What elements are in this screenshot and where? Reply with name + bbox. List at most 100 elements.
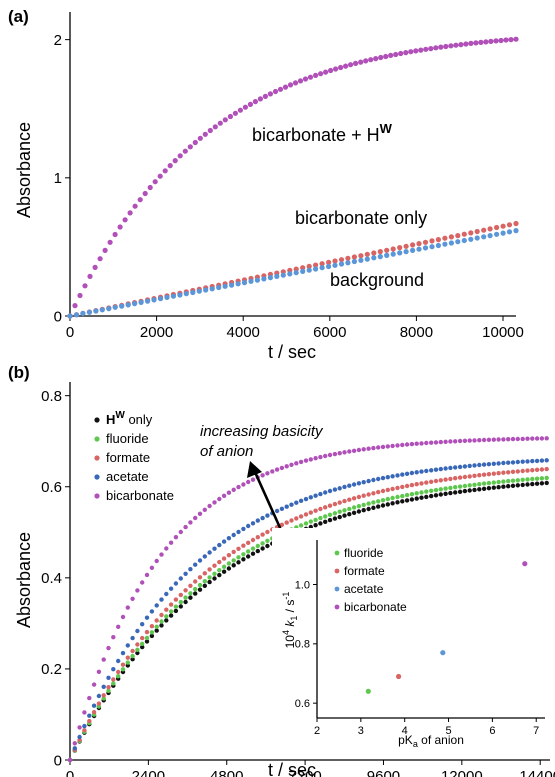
panel-b-point-formate: [154, 618, 159, 623]
panel-b-point-acetate: [361, 480, 366, 485]
panel-a-point-bicarbonate-h: [433, 45, 439, 51]
panel-a-point-background: [157, 296, 164, 302]
panel-b-point-bicarbonate: [453, 439, 458, 444]
panel-a-point-bicarbonate-h: [323, 69, 329, 75]
panel-b-point-bicarbonate: [356, 447, 362, 453]
panel-a-point-bicarbonate-only: [474, 228, 480, 235]
inset-plot: 2 3 4 5 6 70.60.81.0 pKa of anion 104 k1 / s-…: [272, 528, 550, 749]
panel-b-point-bicarbonate: [433, 440, 439, 445]
panel-b-point-acetate: [525, 459, 530, 464]
inset-legend-marker-fluoride: [334, 550, 340, 556]
panel-b-point-h-w-only: [140, 644, 145, 650]
inset-y-tick-label: 1.0: [295, 579, 310, 591]
panel-b-point-h-w-only: [457, 489, 463, 494]
panel-a-point-bicarbonate-h: [252, 99, 258, 105]
panel-b-point-h-w-only: [164, 618, 169, 623]
panel-a-point-bicarbonate-only: [494, 224, 500, 231]
panel-a-point-bicarbonate-h: [353, 60, 359, 66]
panel-b-point-formate: [298, 514, 304, 519]
panel-b-point-bicarbonate: [429, 440, 434, 445]
panel-b-point-acetate: [347, 483, 352, 488]
panel-a-point-bicarbonate-h: [488, 38, 494, 45]
panel-b-point-acetate: [289, 502, 294, 507]
panel-b-point-formate: [207, 567, 212, 572]
panel-b-point-acetate: [313, 493, 318, 498]
panel-b-point-formate: [337, 500, 342, 505]
panel-b-point-formate: [534, 467, 540, 472]
panel-b-point-acetate: [149, 609, 155, 614]
panel-b-point-fluoride: [308, 519, 313, 524]
legend-label-bicarbonate: bicarbonate: [106, 488, 174, 503]
panel-b-point-acetate: [246, 523, 251, 529]
panel-b-point-formate: [409, 482, 415, 488]
panel-b-point-acetate: [530, 458, 535, 464]
panel-b-point-bicarbonate: [154, 558, 159, 564]
panel-b-point-h-w-only: [385, 502, 390, 507]
panel-b-point-acetate: [318, 491, 323, 497]
panel-b-point-bicarbonate: [303, 458, 309, 463]
panel-b-point-fluoride: [448, 485, 453, 491]
panel-a-point-background: [300, 268, 306, 274]
panel-b-point-h-w-only: [429, 493, 434, 499]
panel-b-point-formate: [342, 498, 347, 504]
panel-b-point-bicarbonate: [87, 695, 92, 701]
panel-a-point-background: [248, 278, 254, 284]
panel-b-point-bicarbonate: [390, 443, 395, 449]
panel-a-point-background: [397, 250, 403, 256]
panel-b-point-acetate: [217, 542, 222, 548]
panel-b-point-fluoride: [539, 476, 545, 481]
panel-b-point-bicarbonate: [260, 473, 265, 478]
panel-a-point-bicarbonate-h: [257, 96, 263, 102]
panel-b-point-acetate: [400, 472, 405, 477]
panel-a-point-background: [429, 244, 435, 250]
panel-a-point-background: [345, 260, 351, 266]
panel-b-point-acetate: [481, 462, 487, 467]
panel-b-point-acetate: [207, 550, 212, 555]
panel-a-x-tick-label: 10000: [482, 324, 524, 341]
panel-a-point-bicarbonate-h: [363, 58, 369, 64]
panel-a-point-bicarbonate-h: [217, 120, 223, 126]
inset-x-label-sub: a: [413, 739, 418, 749]
series-label-bicarbonate-hw-text: bicarbonate + H: [252, 125, 380, 145]
panel-b-point-fluoride: [481, 481, 487, 486]
panel-b-point-formate: [351, 496, 357, 501]
panel-b-point-formate: [443, 477, 448, 482]
panel-b-point-bicarbonate: [289, 462, 294, 467]
panel-a-point-background: [216, 284, 222, 291]
panel-b-point-formate: [135, 642, 140, 647]
panel-b-point-fluoride: [525, 477, 530, 482]
panel-b-point-h-w-only: [221, 569, 227, 574]
panel-b-point-fluoride: [361, 502, 366, 508]
panel-b-point-fluoride: [106, 688, 111, 693]
panel-b-point-fluoride: [202, 579, 207, 584]
panel-a-point-bicarbonate-h: [207, 127, 213, 134]
panel-b-point-bicarbonate: [501, 437, 506, 442]
panel-a-point-bicarbonate-h: [508, 37, 514, 43]
panel-b-point-formate: [120, 662, 126, 667]
panel-a-point-background: [138, 299, 144, 305]
panel-b-point-acetate: [173, 581, 179, 586]
panel-b-point-bicarbonate: [241, 482, 246, 487]
panel-a-point-bicarbonate-h: [493, 38, 499, 44]
panel-b-point-acetate: [506, 460, 511, 465]
panel-a-point-bicarbonate-h: [418, 47, 424, 53]
panel-a-point-bicarbonate-h: [72, 303, 78, 309]
panel-b-point-fluoride: [376, 499, 381, 504]
panel-a-point-bicarbonate-h: [468, 40, 474, 47]
panel-b-point-fluoride: [193, 586, 198, 592]
panel-a-x-tick-label: 4000: [227, 324, 260, 341]
panel-a-point-bicarbonate-only: [345, 255, 351, 261]
panel-a-point-bicarbonate-only: [429, 238, 435, 244]
panel-a-point-bicarbonate-h: [242, 104, 248, 110]
panel-b-point-h-w-only: [130, 657, 135, 662]
panel-b-point-acetate: [448, 465, 453, 471]
panel-b-point-bicarbonate: [294, 461, 299, 466]
panel-a-point-background: [261, 276, 267, 282]
panel-b-point-formate: [197, 575, 203, 580]
panel-b-point-fluoride: [506, 478, 511, 484]
panel-a-point-bicarbonate-h: [172, 158, 178, 164]
panel-b-point-h-w-only: [168, 613, 174, 618]
panel-b-point-bicarbonate: [515, 436, 520, 442]
panel-b-point-h-w-only: [241, 557, 246, 562]
panel-b-point-formate: [250, 537, 256, 543]
